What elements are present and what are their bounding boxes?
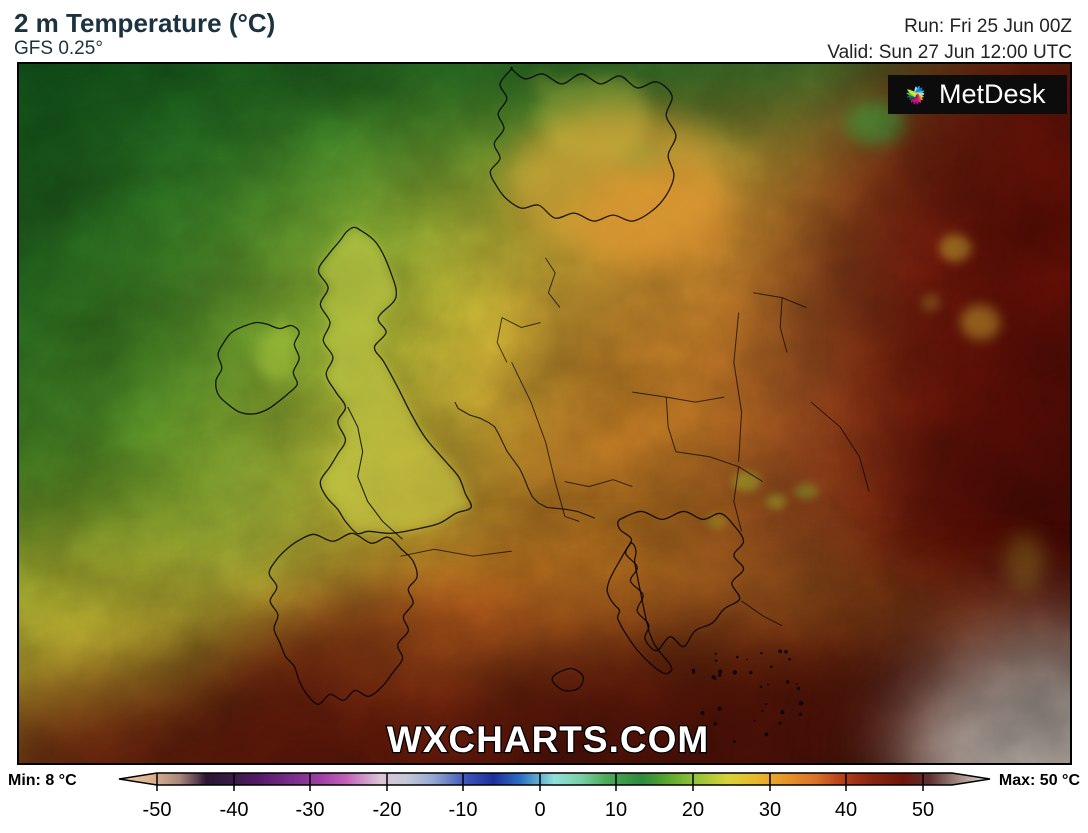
svg-text:50: 50 [912,799,934,821]
svg-text:0: 0 [534,799,545,821]
svg-text:-50: -50 [143,799,172,821]
svg-text:20: 20 [682,799,704,821]
svg-text:-20: -20 [373,799,402,821]
svg-text:30: 30 [759,799,781,821]
svg-text:40: 40 [835,799,857,821]
svg-text:-40: -40 [220,799,249,821]
svg-text:10: 10 [605,799,627,821]
svg-text:-30: -30 [296,799,325,821]
svg-text:-10: -10 [449,799,478,821]
